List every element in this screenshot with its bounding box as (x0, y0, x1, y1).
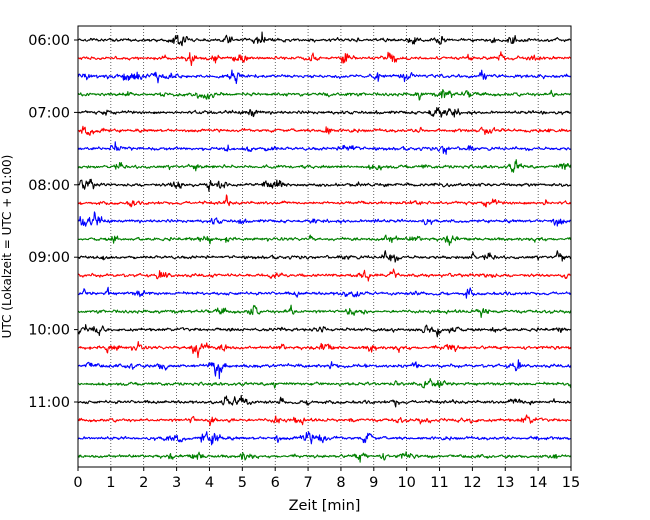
trace-23 (77, 431, 572, 446)
trace-4 (77, 88, 572, 101)
trace-16 (77, 304, 572, 318)
x-tick-label-12: 12 (463, 475, 481, 491)
y-tick-label-09:00: 09:00 (28, 250, 70, 266)
trace-7 (77, 141, 572, 155)
trace-9 (77, 178, 572, 192)
x-tick-label-4: 4 (205, 475, 214, 491)
y-axis: 06:00 07:00 08:00 09:00 10:00 11:00 (28, 33, 78, 411)
trace-12 (77, 234, 572, 246)
x-tick-label-5: 5 (238, 475, 247, 491)
x-tick-label-0: 0 (73, 475, 82, 491)
trace-5 (77, 107, 572, 118)
y-tick-label-07:00: 07:00 (28, 105, 70, 121)
trace-22 (77, 414, 572, 427)
seismic-traces (77, 31, 572, 463)
x-tick-label-10: 10 (397, 475, 415, 491)
trace-24 (77, 451, 572, 463)
x-axis-label: Zeit [min] (289, 498, 361, 514)
y-tick-label-06:00: 06:00 (28, 33, 70, 49)
trace-19 (77, 359, 572, 380)
trace-6 (77, 125, 572, 136)
plot-frame (77, 25, 572, 468)
y-axis-label: UTC (Lokalzeit = UTC + 01:00) (0, 155, 14, 339)
trace-11 (77, 211, 572, 227)
x-tick-label-9: 9 (369, 475, 378, 491)
trace-10 (77, 194, 572, 208)
trace-3 (77, 69, 572, 85)
x-tick-label-1: 1 (106, 475, 115, 491)
x-axis: 0 1 2 3 4 5 6 7 8 9 10 11 12 13 14 15 (73, 467, 580, 491)
x-tick-label-7: 7 (303, 475, 312, 491)
trace-21 (77, 394, 572, 408)
x-tick-label-15: 15 (562, 475, 580, 491)
trace-20 (77, 378, 572, 389)
trace-13 (78, 250, 572, 263)
x-tick-label-2: 2 (139, 475, 148, 491)
plot-background (78, 26, 571, 467)
trace-2 (77, 51, 572, 67)
x-tick-label-8: 8 (336, 475, 345, 491)
y-tick-label-11:00: 11:00 (28, 395, 70, 411)
trace-17 (77, 324, 572, 338)
x-tick-label-6: 6 (271, 475, 280, 491)
x-tick-label-11: 11 (430, 475, 448, 491)
trace-14 (77, 268, 572, 282)
y-tick-label-08:00: 08:00 (28, 178, 70, 194)
trace-15 (77, 286, 572, 299)
trace-8 (77, 159, 572, 173)
trace-18 (77, 341, 572, 359)
y-tick-label-10:00: 10:00 (28, 323, 70, 339)
x-tick-label-14: 14 (529, 475, 547, 491)
x-tick-label-3: 3 (172, 475, 181, 491)
trace-1 (77, 31, 572, 47)
x-tick-label-13: 13 (496, 475, 514, 491)
